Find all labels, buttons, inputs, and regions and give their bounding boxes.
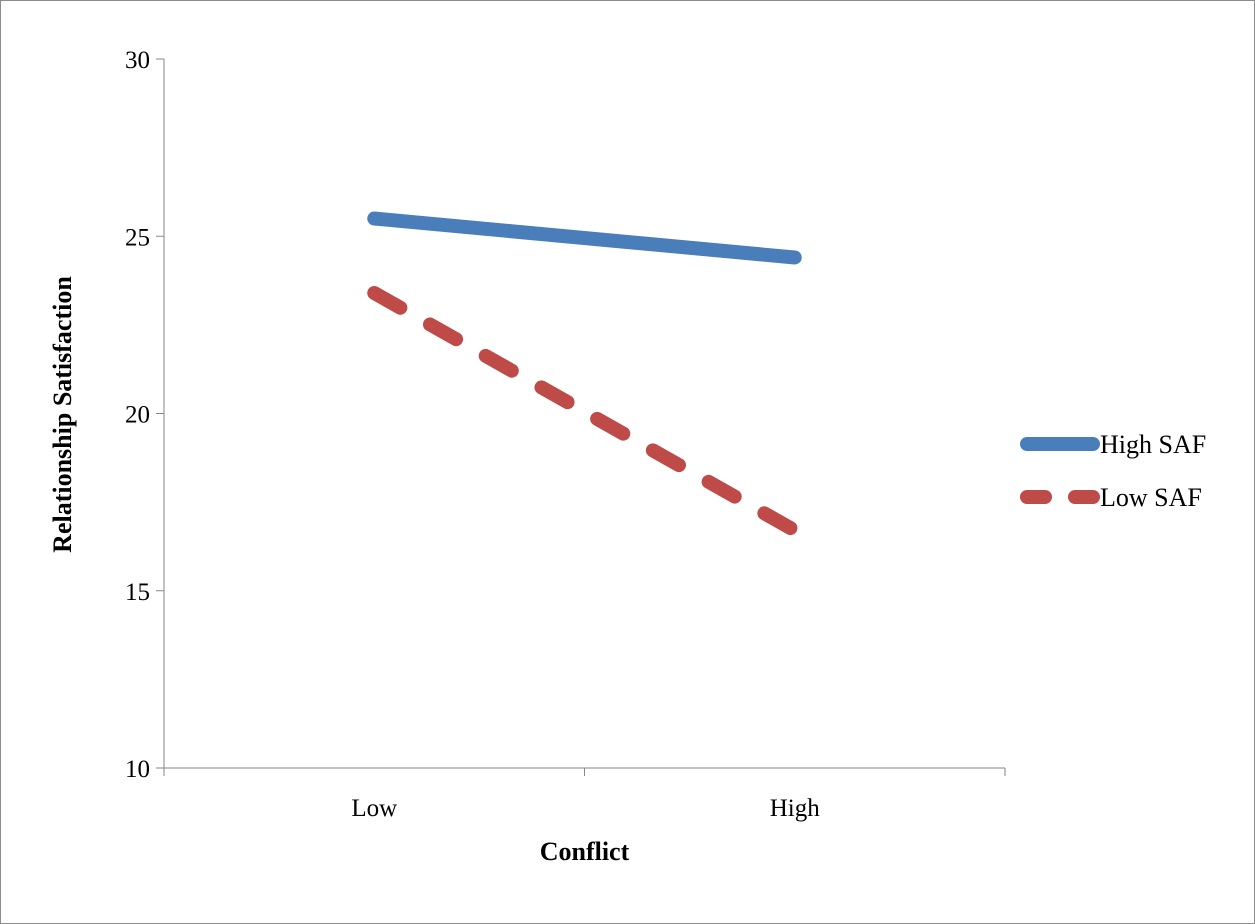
legend: High SAF Low SAF <box>1020 430 1206 512</box>
x-axis-title: Conflict <box>540 837 630 866</box>
x-ticks: Low High <box>163 768 1006 822</box>
legend-label-2: Low SAF <box>1100 483 1202 512</box>
y-tick-label: 20 <box>125 402 150 429</box>
y-tick-label: 10 <box>125 756 150 783</box>
y-tick-label: 25 <box>125 224 150 251</box>
y-tick-label: 30 <box>125 47 150 74</box>
y-tick-label: 15 <box>125 579 150 606</box>
x-tick-label: High <box>770 795 821 822</box>
y-axis-title: Relationship Satisfaction <box>48 276 77 553</box>
legend-label-1: High SAF <box>1100 430 1206 459</box>
series-line-2 <box>367 285 802 538</box>
axes <box>163 59 1005 769</box>
x-tick-label: Low <box>351 795 397 822</box>
series-lines <box>367 211 802 538</box>
series-line-1 <box>367 211 802 265</box>
y-ticks: 10 15 20 25 30 <box>125 47 164 783</box>
